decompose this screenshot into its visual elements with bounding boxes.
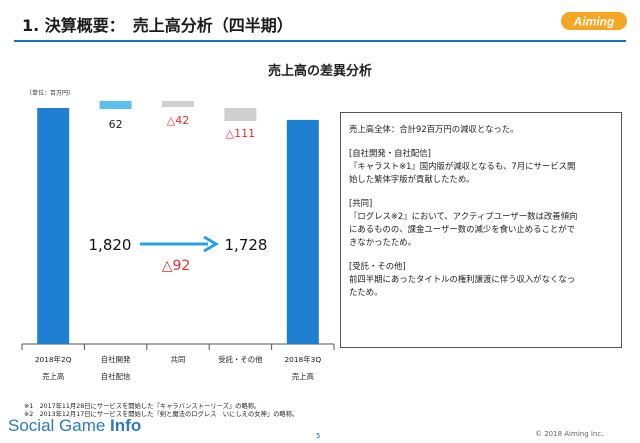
data-label: △111 — [226, 127, 255, 140]
category-label: 2018年3Q — [284, 355, 321, 364]
header-divider — [14, 40, 626, 42]
note-line: たため。 — [349, 287, 383, 297]
category-label: 自社配信 — [101, 372, 131, 381]
difference-label: △92 — [162, 258, 191, 274]
increase-bar — [99, 101, 132, 109]
category-label: 売上高 — [42, 372, 64, 381]
end-value-label: 1,728 — [225, 236, 268, 254]
analysis-note: 売上高全体：合計92百万円の減収となった。 [自社開発・自社配信] 『キャラスト※1… — [340, 112, 622, 348]
page-number: 5 — [316, 432, 321, 440]
chart-title: 売上高の差異分析 — [267, 64, 372, 79]
data-label: △42 — [167, 114, 189, 127]
note-line: 前四半期にあったタイトルの権利譲渡に伴う収入がなくなっ — [349, 274, 576, 284]
brand-watermark: Social Game Info — [8, 416, 141, 436]
note-line: [自社開発・自社配信] — [349, 148, 431, 158]
footnote-1: ※1 2017年11月28日にサービスを開始した『キャラバンストーリーズ』の略称… — [24, 403, 261, 410]
page-title: 1. 決算概要： 売上高分析（四半期） — [22, 16, 293, 35]
footnote-2: ※2 2013年12月17日にサービスを開始した『剣と魔法のログレス いにしえの… — [24, 411, 299, 418]
note-line: きなかったため。 — [349, 237, 416, 247]
total-bar — [286, 119, 319, 344]
change-arrow-head — [203, 235, 219, 253]
note-line: にあるものの、課金ユーザー数の減少を食い止めることがで — [349, 224, 575, 234]
start-value-label: 1,820 — [89, 236, 132, 254]
category-label: 受託・その他 — [218, 355, 263, 364]
brand-plain: Social Game — [8, 416, 111, 435]
data-label: 62 — [109, 118, 123, 131]
note-line: 売上高全体：合計92百万円の減収となった。 — [349, 124, 519, 134]
note-line: 『キャラスト※1』国内版が減収となるも、7月にサービス開 — [349, 161, 576, 171]
note-line: 始した繁体字版が貢献したため。 — [349, 174, 475, 184]
total-bar — [37, 108, 70, 344]
note-paragraph: 売上高全体：合計92百万円の減収となった。 — [349, 123, 613, 136]
note-paragraph: [受託・その他] 前四半期にあったタイトルの権利譲渡に伴う収入がなくなっ たため。 — [349, 260, 613, 299]
note-line: [受託・その他] — [349, 261, 406, 271]
logo-text: Aiming — [573, 15, 615, 29]
note-paragraph: [自社開発・自社配信] 『キャラスト※1』国内版が減収となるも、7月にサービス開始… — [349, 147, 613, 186]
decrease-bar — [224, 108, 257, 121]
page-header: 1. 決算概要： 売上高分析（四半期） Aiming — [0, 0, 640, 46]
brand-bold: Info — [110, 416, 142, 435]
aiming-logo: Aiming — [561, 12, 627, 30]
category-label: 共同 — [171, 355, 186, 364]
category-label: 売上高 — [292, 372, 314, 381]
note-line: [共同] — [349, 198, 373, 208]
unit-label: （単位：百万円） — [26, 90, 75, 97]
note-paragraph: [共同] 『ログレス※2』において、アクティブユーザー数は改善傾向 にあるものの、課… — [349, 197, 613, 249]
category-label: 自社開発 — [101, 355, 131, 364]
note-line: 『ログレス※2』において、アクティブユーザー数は改善傾向 — [349, 211, 578, 221]
copyright: © 2018 Aiming Inc. — [535, 430, 604, 438]
category-label: 2018年2Q — [35, 355, 72, 364]
decrease-bar — [162, 101, 194, 107]
